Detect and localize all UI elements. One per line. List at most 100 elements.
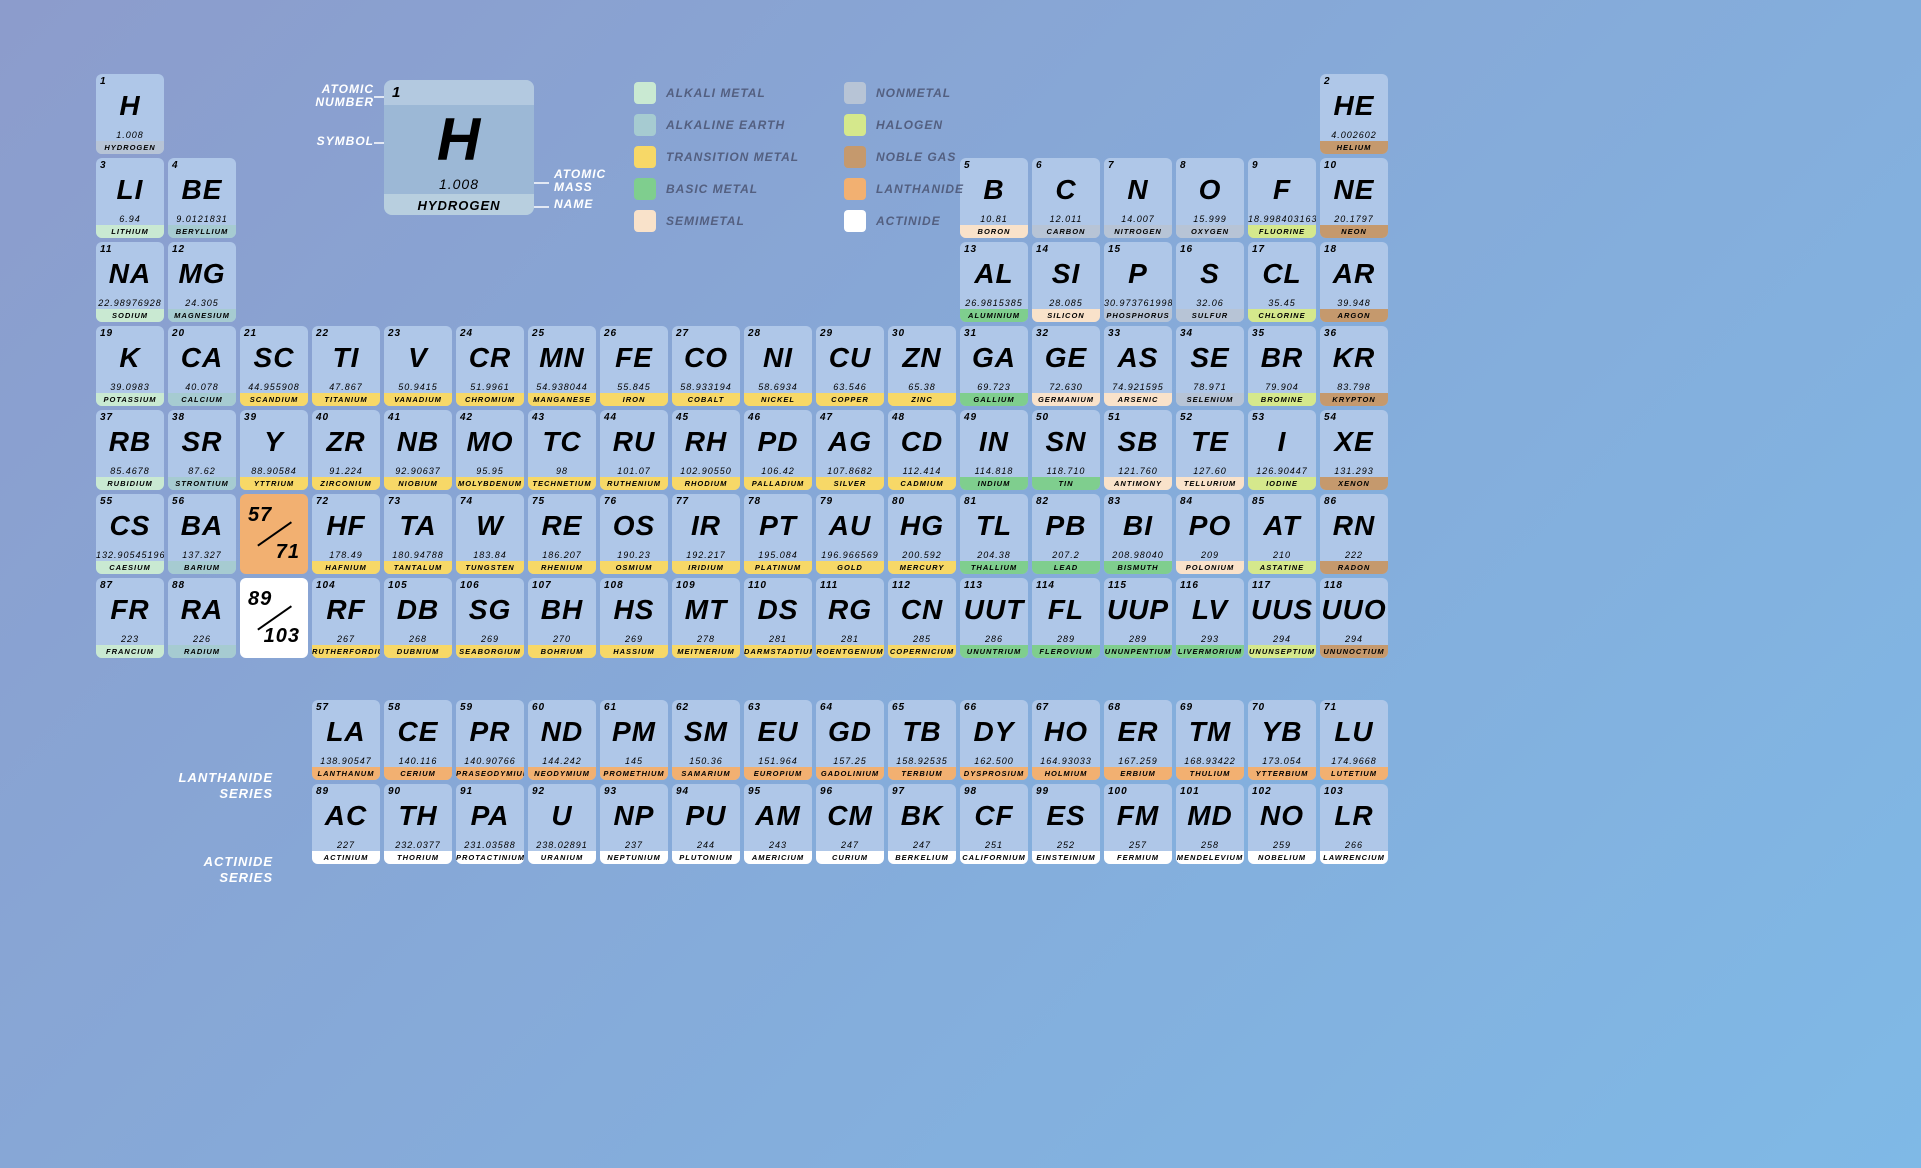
atomic-mass: 247 [888, 840, 956, 851]
element-sg: 106Sg269Seaborgium [456, 578, 524, 658]
element-sn: 50Sn118.710Tin [1032, 410, 1100, 490]
element-key: Atomic Number Symbol Atomic Mass Name 1 … [384, 80, 534, 215]
atomic-number: 104 [316, 580, 336, 591]
atomic-mass: 132.90545196 [96, 550, 164, 561]
element-h: 1H1.008Hydrogen [96, 74, 164, 154]
atomic-number: 105 [388, 580, 408, 591]
element-ca: 20Ca40.078Calcium [168, 326, 236, 406]
element-name: Germanium [1032, 393, 1100, 406]
atomic-number: 68 [1108, 702, 1121, 713]
atomic-mass: 167.259 [1104, 756, 1172, 767]
element-name: Ytterbium [1248, 767, 1316, 780]
element-ru: 44Ru101.07Ruthenium [600, 410, 668, 490]
atomic-number: 34 [1180, 328, 1193, 339]
atomic-mass: 26.9815385 [960, 298, 1028, 309]
element-name: Bohrium [528, 645, 596, 658]
atomic-mass: 208.98040 [1104, 550, 1172, 561]
atomic-mass: 39.0983 [96, 382, 164, 393]
element-name: Nobelium [1248, 851, 1316, 864]
element-name: Bromine [1248, 393, 1316, 406]
element-cu: 29Cu63.546Copper [816, 326, 884, 406]
atomic-number: 54 [1324, 412, 1337, 423]
atomic-number: 73 [388, 496, 401, 507]
atomic-number: 24 [460, 328, 473, 339]
atomic-number: 63 [748, 702, 761, 713]
atomic-mass: 294 [1248, 634, 1316, 645]
element-name: Hydrogen [96, 141, 164, 154]
atomic-number: 14 [1036, 244, 1049, 255]
element-v: 23V50.9415Vanadium [384, 326, 452, 406]
range-89-103: 89103 [240, 578, 308, 658]
element-ta: 73Ta180.94788Tantalum [384, 494, 452, 574]
atomic-mass: 121.760 [1104, 466, 1172, 477]
atomic-number: 16 [1180, 244, 1193, 255]
legend-item-basic: Basic Metal [634, 174, 834, 204]
key-sample-cell: 1 H 1.008 Hydrogen [384, 80, 534, 215]
atomic-mass: 78.971 [1176, 382, 1244, 393]
atomic-number: 70 [1252, 702, 1265, 713]
element-rh: 45Rh102.90550Rhodium [672, 410, 740, 490]
atomic-number: 56 [172, 496, 185, 507]
atomic-number: 112 [892, 580, 911, 591]
element-name: Roentgenium [816, 645, 884, 658]
atomic-number: 90 [388, 786, 401, 797]
element-name: Silver [816, 477, 884, 490]
element-no: 102No259Nobelium [1248, 784, 1316, 864]
atomic-number: 39 [244, 412, 257, 423]
atomic-number: 38 [172, 412, 185, 423]
atomic-number: 100 [1108, 786, 1128, 797]
atomic-mass: 173.054 [1248, 756, 1316, 767]
atomic-number: 57 [316, 702, 329, 713]
atomic-mass: 183.84 [456, 550, 524, 561]
atomic-number: 67 [1036, 702, 1049, 713]
atomic-mass: 266 [1320, 840, 1388, 851]
atomic-number: 37 [100, 412, 113, 423]
atomic-number: 62 [676, 702, 689, 713]
atomic-mass: 95.95 [456, 466, 524, 477]
element-name: Nickel [744, 393, 812, 406]
element-name: Gold [816, 561, 884, 574]
atomic-number: 41 [388, 412, 401, 423]
atomic-mass: 278 [672, 634, 740, 645]
atomic-number: 45 [676, 412, 689, 423]
atomic-number: 91 [460, 786, 473, 797]
atomic-mass: 18.998403163 [1248, 214, 1316, 225]
atomic-mass: 294 [1320, 634, 1388, 645]
legend-label: Actinide [876, 214, 941, 228]
element-zr: 40Zr91.224Zirconium [312, 410, 380, 490]
atomic-mass: 24.305 [168, 298, 236, 309]
atomic-mass: 6.94 [96, 214, 164, 225]
legend-swatch [844, 146, 866, 168]
element-name: Darmstadtium [744, 645, 812, 658]
element-er: 68Er167.259Erbium [1104, 700, 1172, 780]
element-f: 9F18.998403163Fluorine [1248, 158, 1316, 238]
legend-swatch [844, 178, 866, 200]
element-ge: 32Ge72.630Germanium [1032, 326, 1100, 406]
atomic-number: 80 [892, 496, 905, 507]
element-hf: 72Hf178.49Hafnium [312, 494, 380, 574]
key-label-atomic-mass: Atomic Mass [554, 168, 619, 194]
element-ac: 89Ac227Actinium [312, 784, 380, 864]
atomic-number: 107 [532, 580, 552, 591]
element-name: Tin [1032, 477, 1100, 490]
atomic-mass: 174.9668 [1320, 756, 1388, 767]
element-name: Technetium [528, 477, 596, 490]
atomic-number: 18 [1324, 244, 1337, 255]
element-uus: 117Uus294Ununseptium [1248, 578, 1316, 658]
element-th: 90Th232.0377Thorium [384, 784, 452, 864]
atomic-mass: 247 [816, 840, 884, 851]
element-cn: 112Cn285Copernicium [888, 578, 956, 658]
legend-label: Halogen [876, 118, 943, 132]
atomic-number: 118 [1324, 580, 1343, 591]
atomic-number: 53 [1252, 412, 1265, 423]
atomic-number: 30 [892, 328, 905, 339]
atomic-number: 81 [964, 496, 977, 507]
element-te: 52Te127.60Tellurium [1176, 410, 1244, 490]
atomic-number: 48 [892, 412, 905, 423]
atomic-number: 98 [964, 786, 977, 797]
atomic-mass: 107.8682 [816, 466, 884, 477]
legend-item-alkali: Alkali Metal [634, 78, 834, 108]
atomic-mass: 289 [1104, 634, 1172, 645]
element-name: Zinc [888, 393, 956, 406]
atomic-mass: 98 [528, 466, 596, 477]
